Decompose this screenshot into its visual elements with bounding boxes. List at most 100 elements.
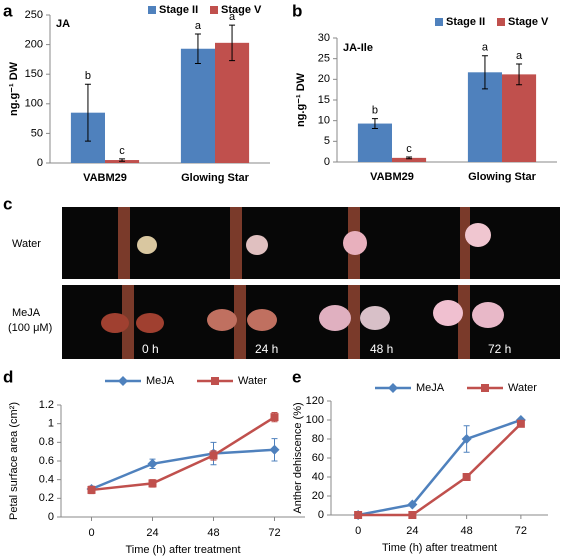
y-tick-label: 5 (324, 135, 330, 147)
significance-letter: a (195, 20, 202, 32)
legend-label: MeJA (416, 382, 445, 394)
y-tick-label: 15 (318, 94, 330, 106)
legend-marker (118, 376, 128, 386)
y-tick-label: 0 (48, 511, 54, 523)
legend-label: Stage V (508, 16, 549, 28)
legend-label: Stage II (446, 16, 485, 28)
x-tick-label: 24 (406, 525, 418, 537)
marker (462, 473, 471, 481)
legend-swatch (210, 6, 218, 14)
y-tick-label: 150 (25, 68, 43, 80)
legend-marker (481, 384, 489, 392)
legend-label: Water (238, 375, 267, 387)
x-tick-label: 0 (88, 527, 94, 539)
marker (269, 444, 280, 455)
x-tick-label: 72 (268, 527, 280, 539)
y-axis-label: Petal surface area (cm²) (8, 402, 20, 520)
x-tick-label: 48 (461, 525, 473, 537)
significance-letter: a (482, 42, 489, 54)
marker (461, 434, 472, 444)
legend-label: Stage II (159, 4, 198, 16)
y-tick-label: 10 (318, 115, 330, 127)
y-tick-label: 20 (318, 73, 330, 85)
time-label: 24 h (255, 342, 278, 356)
legend-label: MeJA (146, 375, 175, 387)
marker (87, 485, 96, 494)
significance-letter: c (406, 143, 412, 155)
y-tick-label: 80 (312, 433, 324, 445)
y-tick-label: 60 (312, 452, 324, 464)
x-tick-label: VABM29 (83, 172, 127, 184)
error-bar (119, 158, 126, 162)
x-tick-label: 48 (207, 527, 219, 539)
x-tick-label: 0 (355, 525, 361, 537)
bar (180, 48, 215, 163)
time-label: 72 h (488, 342, 511, 356)
legend-swatch (497, 18, 505, 26)
marker (148, 479, 157, 488)
significance-letter: b (372, 105, 378, 117)
bar (392, 157, 427, 162)
panel-letter: b (292, 1, 302, 20)
y-tick-label: 0 (318, 509, 324, 521)
y-axis-label: ng.g⁻¹ DW (295, 72, 307, 127)
legend-marker (388, 383, 398, 393)
x-tick-label: Glowing Star (181, 172, 250, 184)
error-bar (371, 118, 378, 130)
marker (408, 511, 417, 519)
stems (118, 207, 470, 359)
marker (209, 451, 218, 460)
y-tick-label: 0.8 (39, 436, 54, 448)
legend-swatch (148, 6, 156, 14)
legend-marker (211, 377, 219, 385)
y-tick-label: 0.4 (39, 474, 54, 486)
photo-panel: Water MeJA (100 μM) 0 h 24 h 48 h 72 h (8, 207, 560, 359)
legend-label: Water (508, 382, 537, 394)
significance-letter: c (119, 145, 125, 157)
time-label: 0 h (142, 342, 159, 356)
y-tick-label: 0 (324, 156, 330, 168)
line (91, 416, 276, 492)
y-tick-label: 30 (318, 32, 330, 44)
y-tick-label: 40 (312, 471, 324, 483)
x-axis-label: Time (h) after treatment (382, 542, 497, 554)
legend-swatch (435, 18, 443, 26)
panel-letter: c (3, 194, 12, 213)
significance-letter: a (229, 11, 236, 23)
marker (407, 499, 418, 510)
photo-row-label: MeJA (12, 307, 41, 319)
y-tick-label: 100 (25, 98, 43, 110)
error-bar (406, 156, 413, 160)
marker (516, 419, 525, 428)
panel-letter: a (3, 1, 13, 20)
significance-letter: a (516, 50, 523, 62)
error-bar (516, 63, 523, 86)
y-tick-label: 0.6 (39, 455, 54, 467)
chart-title: JA-Ile (343, 42, 373, 54)
photo-row-label: Water (12, 238, 41, 250)
error-bar (194, 33, 201, 65)
y-tick-label: 25 (318, 53, 330, 65)
x-tick-label: 24 (146, 527, 158, 539)
significance-letter: b (85, 70, 91, 82)
line (91, 448, 275, 491)
x-axis-label: Time (h) after treatment (125, 544, 240, 556)
marker (270, 413, 279, 422)
panel-letter: d (3, 367, 13, 386)
y-tick-label: 0.2 (39, 492, 54, 504)
marker (354, 511, 363, 519)
y-tick-label: 200 (25, 39, 43, 51)
error-bar (481, 55, 488, 90)
x-tick-label: VABM29 (370, 171, 414, 183)
marker (147, 458, 158, 469)
line (357, 418, 522, 517)
y-tick-label: 250 (25, 9, 43, 21)
panel-letter: e (292, 367, 301, 386)
y-tick-label: 1.2 (39, 399, 54, 411)
line (358, 422, 522, 517)
y-tick-label: 1 (48, 418, 54, 430)
y-tick-label: 20 (312, 490, 324, 502)
time-label: 48 h (370, 342, 393, 356)
error-bar (229, 24, 236, 62)
